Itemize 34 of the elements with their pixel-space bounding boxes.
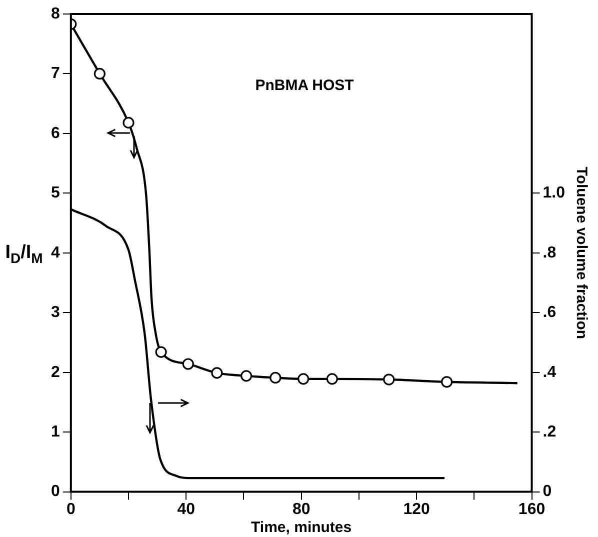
y-tick-label: 6 (50, 124, 60, 142)
y2-tick-label: 0 (542, 483, 552, 500)
y-tick-label: 8 (50, 5, 60, 22)
y2-axis-title: Toluene volume fraction (572, 166, 590, 340)
point (270, 372, 282, 384)
point (94, 68, 106, 80)
y2-tick-label: .2 (542, 423, 556, 440)
annotation: PnBMA HOST (255, 76, 354, 94)
y2-tick-label: 1.0 (542, 184, 566, 202)
point (440, 376, 453, 388)
y2-tick-label: .4 (542, 364, 556, 381)
y2-tick-label: .8 (542, 244, 556, 262)
y-tick-label: 7 (50, 65, 60, 82)
point (155, 346, 167, 358)
point (298, 373, 310, 385)
x-tick-label: 160 (518, 500, 546, 518)
point (383, 374, 395, 386)
x-tick-label: 80 (292, 500, 310, 518)
point (240, 370, 252, 382)
point (182, 358, 194, 370)
x-tick-label: 40 (177, 500, 196, 518)
point (122, 116, 134, 128)
y2-tick-label: .6 (542, 304, 556, 322)
y-tick-label: 1 (50, 423, 60, 440)
y-tick-label: 2 (50, 364, 60, 381)
x-axis-title: Time, minutes (251, 519, 352, 536)
point (211, 367, 223, 379)
x-tick-label: 0 (66, 500, 76, 518)
y-tick-label: 0 (50, 483, 60, 500)
y-tick-label: 4 (50, 244, 60, 262)
point (326, 373, 338, 385)
x-tick-label: 120 (403, 500, 430, 518)
y-tick-label: 3 (50, 304, 60, 322)
y-tick-label: 5 (50, 184, 60, 202)
